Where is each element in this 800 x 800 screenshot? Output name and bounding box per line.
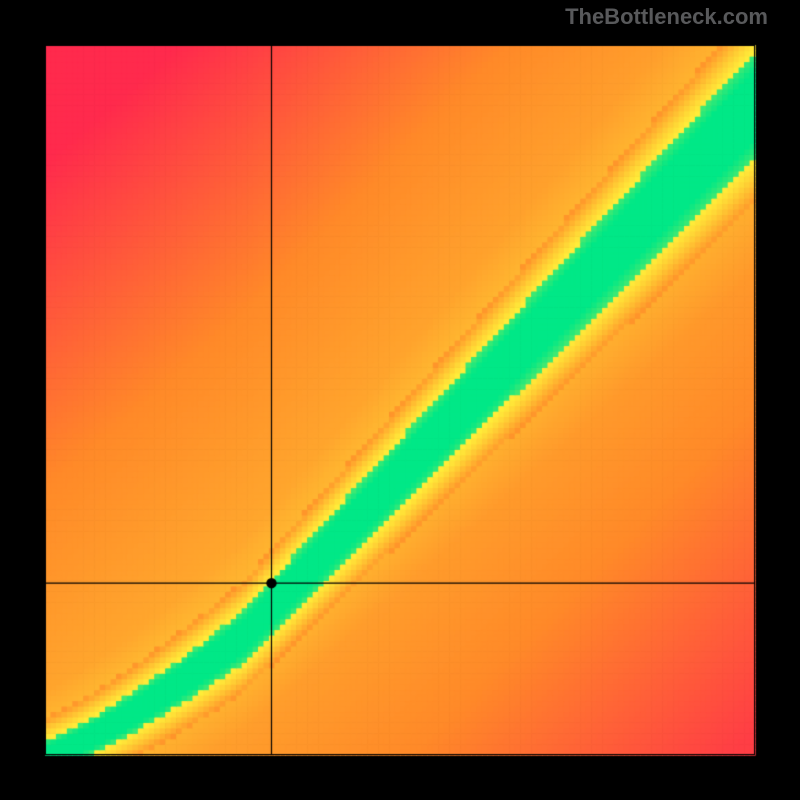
- bottleneck-heatmap: [0, 0, 800, 800]
- watermark-text: TheBottleneck.com: [565, 4, 768, 30]
